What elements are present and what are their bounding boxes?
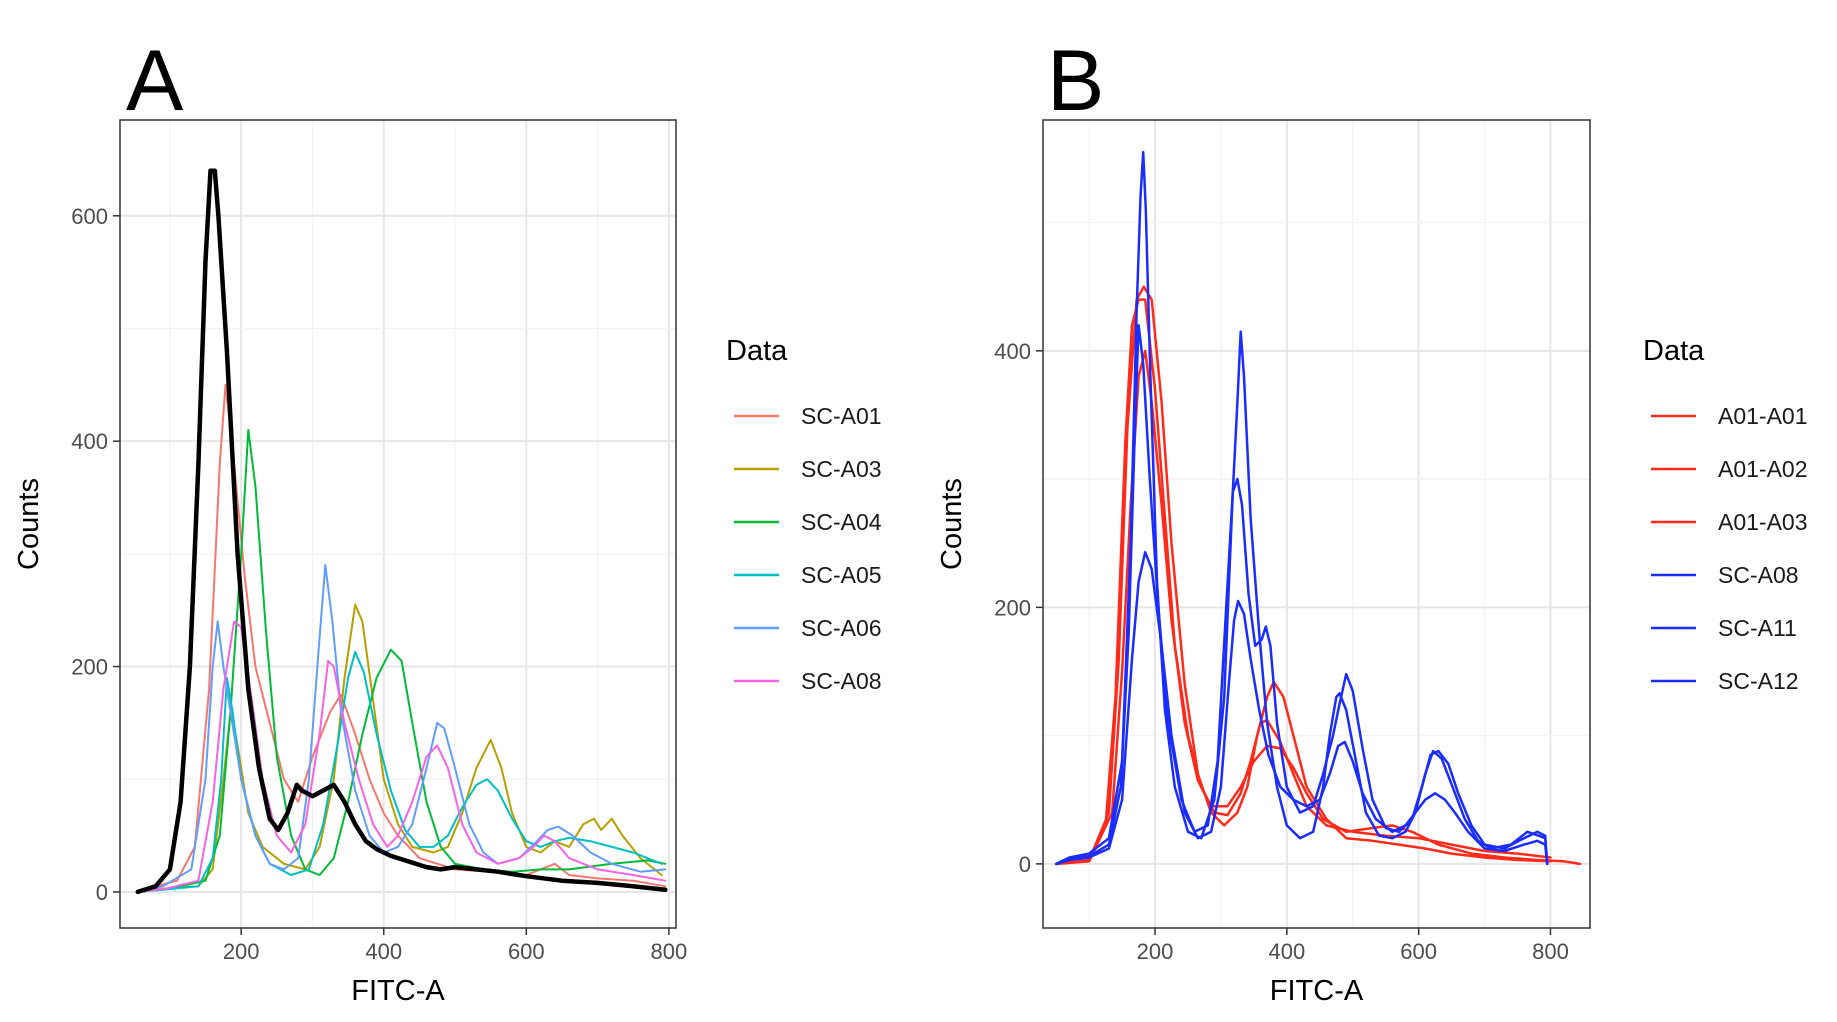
panel-b-label: B [1047,33,1104,129]
plot-border [1042,119,1591,929]
legend-label: SC-A08 [801,668,882,694]
x-tick-label: 800 [1532,939,1569,964]
x-tick-label: 600 [1400,939,1437,964]
y-tick-label: 400 [71,429,108,454]
panel-a: A 200 400 600 800 0 200 400 600 FITC-A Counts Data… [13,33,882,1007]
y-axis-title: Counts [936,478,968,570]
series-group [135,168,668,895]
y-tick-label: 600 [71,204,108,229]
legend-label: A01-A01 [1718,403,1808,429]
y-tick-label: 0 [1019,852,1031,877]
legend-item: SC-A04 [734,509,882,535]
legend-label: SC-A01 [801,403,882,429]
x-tick-label: 200 [223,939,260,964]
y-tick-label: 400 [994,339,1031,364]
x-axis-title: FITC-A [351,975,445,1007]
legend-item: SC-A08 [1651,562,1799,588]
axes: 200 400 600 800 0 200 400 600 FITC-A Counts [13,204,687,1007]
legend-label: SC-A03 [801,456,882,482]
legend-label: A01-A02 [1718,456,1808,482]
panel-b: B 200 400 600 800 0 200 400 FITC-A Counts Data A01… [936,33,1808,1007]
x-tick-label: 400 [365,939,402,964]
series-line-sc-a08 [136,620,667,893]
legend-item: A01-A03 [1651,509,1808,535]
legend-item: A01-A01 [1651,403,1808,429]
series-line-a01-a03 [1054,349,1582,866]
x-tick-label: 800 [651,939,688,964]
legend-label: SC-A12 [1718,668,1799,694]
plot-background [120,120,676,928]
legend-label: A01-A03 [1718,509,1808,535]
legend-item: SC-A12 [1651,668,1799,694]
legend-item: A01-A02 [1651,456,1808,482]
legend: Data A01-A01 A01-A02 A01-A03 SC-A08 SC-A11 SC-… [1643,335,1808,694]
series-line-sc-a08 [1054,150,1549,866]
x-tick-label: 400 [1268,939,1305,964]
panel-a-label: A [126,33,184,129]
legend-label: SC-A04 [801,509,882,535]
series-line-sc-a11 [1054,323,1549,866]
y-tick-label: 0 [96,880,108,905]
y-axis-title: Counts [13,478,45,570]
y-tick-label: 200 [71,655,108,680]
legend-label: SC-A08 [1718,562,1799,588]
axes: 200 400 600 800 0 200 400 FITC-A Counts [936,339,1569,1007]
legend: Data SC-A01 SC-A03 SC-A04 SC-A05 SC-A06 SC-A08 [726,335,882,694]
series-line-sc-a01 [136,383,667,893]
x-tick-label: 200 [1137,939,1174,964]
legend-label: SC-A06 [801,615,882,641]
series-line-sc-a06 [136,564,667,893]
grid [1043,120,1590,928]
legend-item: SC-A06 [734,615,882,641]
legend-item: SC-A05 [734,562,882,588]
legend-label: SC-A05 [801,562,882,588]
legend-item: SC-A03 [734,456,882,482]
legend-title: Data [1643,335,1705,367]
series-line-sc-a12 [1054,550,1549,866]
plot-border [119,119,677,929]
legend-item: SC-A08 [734,668,882,694]
series-line-a01-a01 [1054,298,1552,866]
x-axis-title: FITC-A [1270,975,1364,1007]
legend-item: SC-A11 [1651,615,1797,641]
legend-label: SC-A11 [1718,615,1797,641]
x-tick-label: 600 [508,939,545,964]
y-tick-label: 200 [994,595,1031,620]
series-line-sc-a05 [136,650,663,893]
series-line-reference [135,168,668,895]
legend-item: SC-A01 [734,403,882,429]
series-group [1054,150,1582,866]
legend-title: Data [726,335,788,367]
